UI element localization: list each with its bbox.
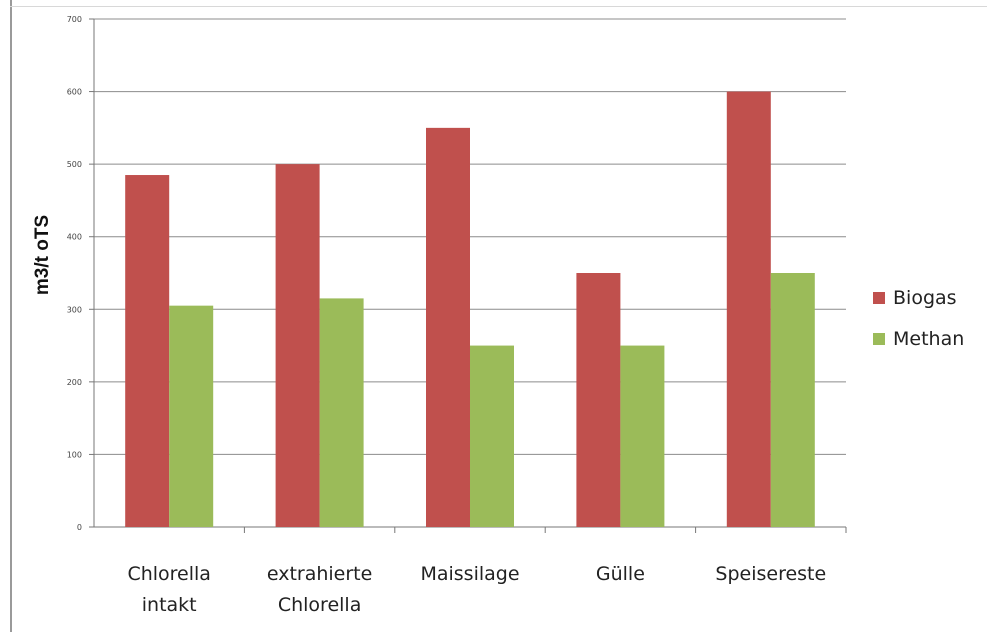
bar-biogas [576,273,621,527]
y-tick-label: 0 [77,523,82,532]
bar-biogas [125,175,170,527]
y-tick-label: 100 [67,450,82,459]
bar-layer [125,91,815,528]
bar-methan [770,273,815,527]
legend-swatch-methan [873,333,885,345]
bar-methan [169,305,214,527]
y-tick-label: 200 [67,378,82,387]
legend-label-biogas: Biogas [893,287,957,309]
x-category-label: Chlorella [127,563,211,585]
legend-swatch-biogas [873,292,885,304]
x-category-label: extrahierte [267,563,372,585]
bar-biogas [426,127,470,527]
bar-methan [470,345,514,527]
legend-label-methan: Methan [893,328,964,350]
x-category-label: Speisereste [715,563,826,585]
legend: Biogas Methan [873,287,964,350]
x-category-label: Maissilage [420,563,519,585]
left-border-rule [10,0,12,632]
bar-biogas [275,164,320,527]
label-layer: 0 100 200 300 400 500 600 700 Chlorella intakt ext… [67,15,826,616]
x-category-label: Gülle [596,563,645,585]
y-tick-label: 500 [67,160,82,169]
y-tick-label: 700 [67,15,82,24]
y-tick-label: 300 [67,305,82,314]
top-border-rule [10,6,987,7]
bar-biogas [726,91,771,528]
bar-methan [620,345,665,527]
y-tick-label: 400 [67,233,82,242]
x-category-label: Chlorella [278,594,362,616]
bar-methan [319,298,364,527]
x-category-label: intakt [142,594,197,616]
y-tick-label: 600 [67,88,82,97]
y-axis-label: m3/t oTS [32,215,53,295]
